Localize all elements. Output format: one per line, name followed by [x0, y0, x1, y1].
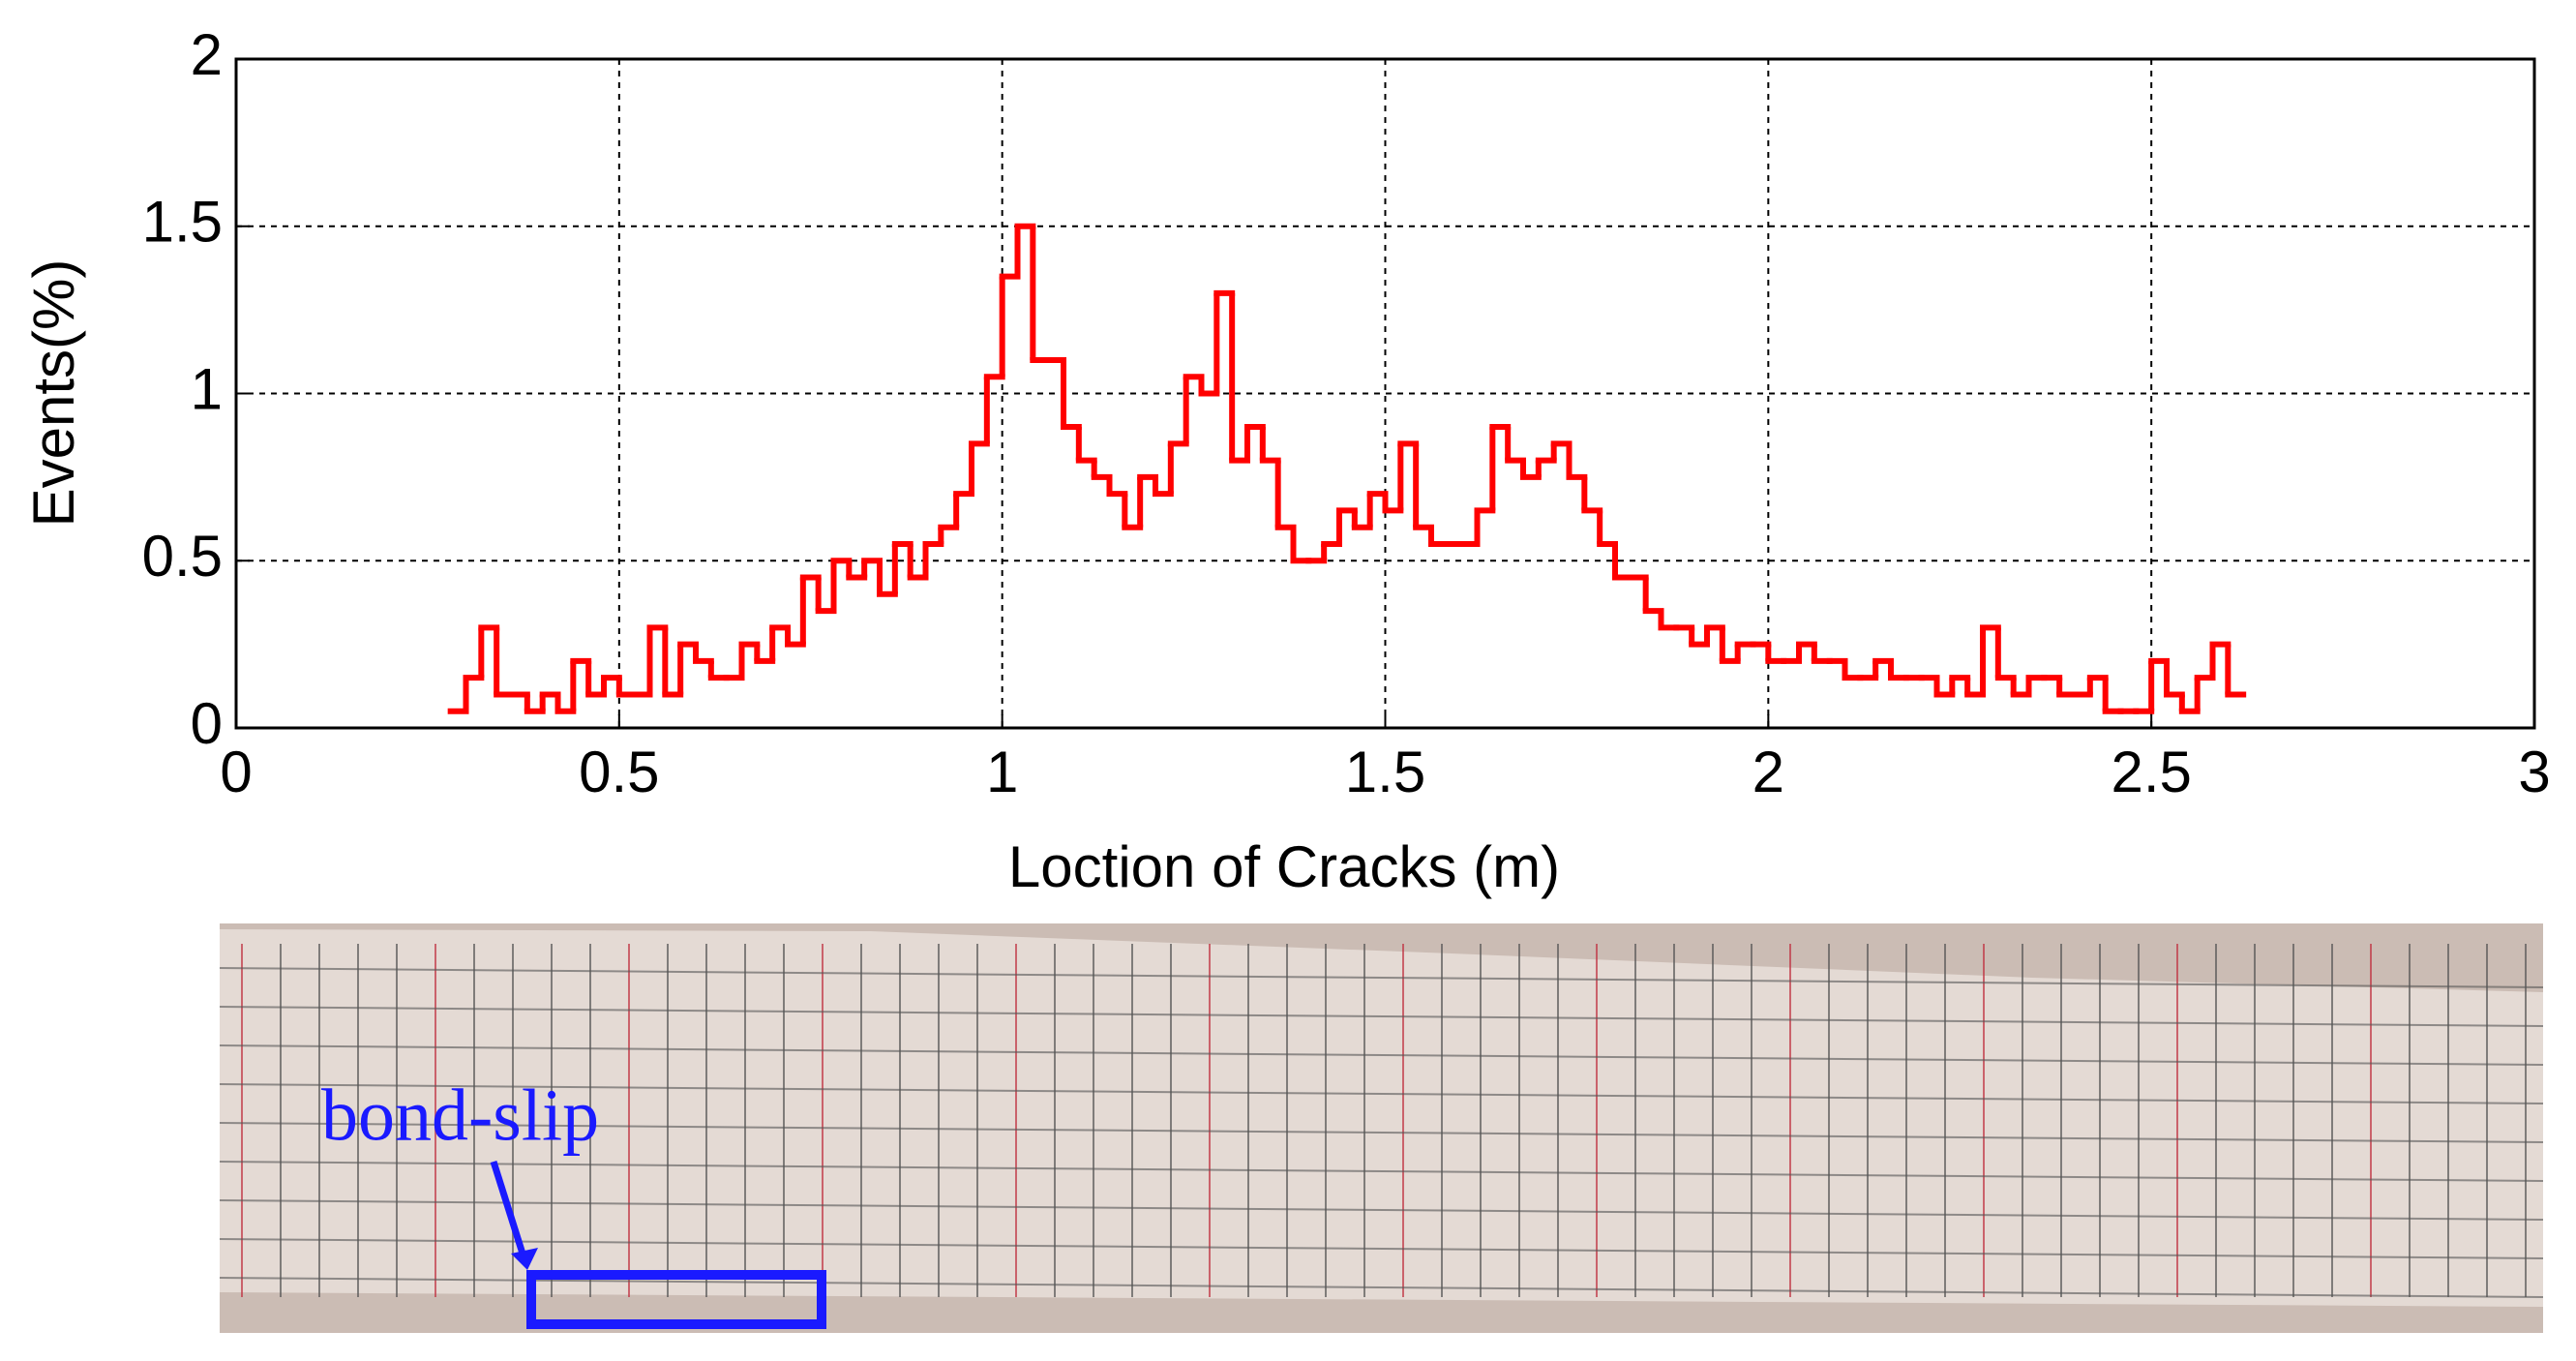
plot-frame	[234, 57, 2536, 730]
x-tick-label: 3	[2518, 740, 2550, 804]
x-tick-label: 0	[220, 740, 252, 804]
arrow-shaft	[490, 1160, 526, 1255]
beam-grid-line	[219, 1277, 2544, 1298]
y-tick-label: 0.5	[142, 524, 223, 589]
beam-grid-line	[219, 1006, 2544, 1027]
x-tick-label: 2.5	[2111, 740, 2191, 804]
beam-grid-line	[219, 1238, 2544, 1259]
arrow-head	[511, 1248, 538, 1270]
y-tick-label: 0	[191, 691, 223, 756]
y-tick-label: 1	[191, 356, 223, 421]
y-tick-label: 1.5	[142, 190, 223, 255]
beam-grid-line	[219, 1161, 2544, 1182]
x-tick-label: 0.5	[579, 740, 659, 804]
beam-grid-line	[219, 1199, 2544, 1221]
beam-grid-line	[219, 1122, 2544, 1143]
beam-surface	[220, 929, 2543, 1307]
annotation: bond-slip	[321, 1074, 599, 1156]
beam-grid-line	[219, 967, 2544, 988]
beam-photo: bond-slip	[219, 923, 2544, 1333]
plot-area	[236, 59, 2534, 728]
x-axis-label: Loction of Cracks (m)	[1008, 834, 1560, 899]
x-tick-label: 1	[986, 740, 1018, 804]
beam-grid-line	[219, 1083, 2544, 1104]
y-tick-label: 2	[191, 22, 223, 87]
y-axis-label: Events(%)	[21, 259, 86, 528]
beam-grid	[219, 944, 2544, 1298]
beam-grid-line	[219, 1044, 2544, 1066]
bond-slip-box	[526, 1270, 826, 1329]
x-tick-label: 1.5	[1345, 740, 1425, 804]
x-tick-label: 2	[1752, 740, 1784, 804]
